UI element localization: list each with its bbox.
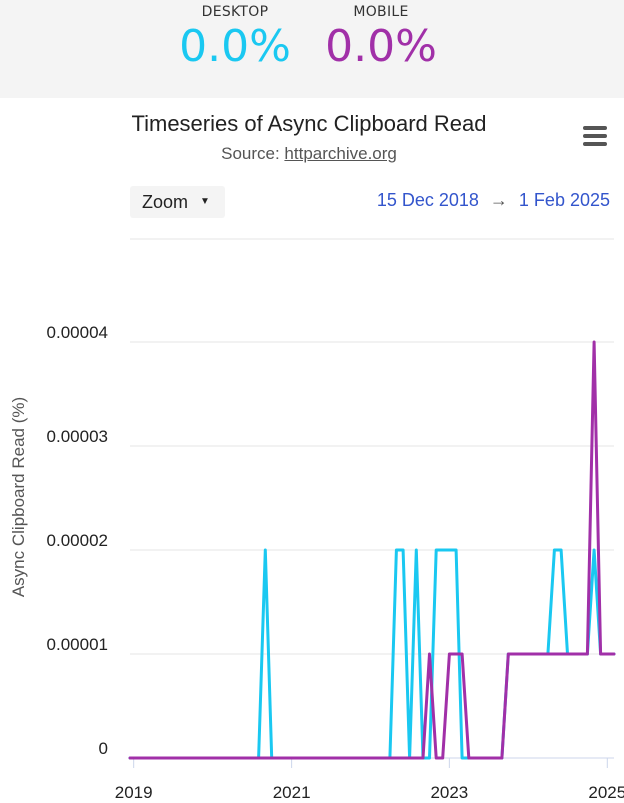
- mobile-metric: MOBILE 0.0%: [296, 0, 466, 72]
- zoom-dropdown[interactable]: Zoom ▼: [130, 186, 225, 218]
- date-range: 15 Dec 2018 → 1 Feb 2025: [340, 190, 610, 211]
- range-start[interactable]: 15 Dec 2018: [376, 190, 479, 210]
- zoom-label: Zoom: [142, 192, 189, 212]
- chart-title: Timeseries of Async Clipboard Read: [131, 111, 487, 136]
- caret-down-icon: ▼: [200, 196, 210, 207]
- source-link[interactable]: httparchive.org: [284, 144, 397, 163]
- range-arrow: →: [489, 190, 508, 210]
- y-tick-label: 0.00002: [47, 531, 108, 550]
- desktop-metric: DESKTOP 0.0%: [150, 0, 320, 72]
- series-line-mobile: [128, 340, 616, 760]
- mobile-label: MOBILE: [353, 4, 409, 20]
- desktop-label: DESKTOP: [201, 4, 269, 20]
- y-axis-title: Async Clipboard Read (%): [9, 397, 28, 597]
- desktop-value: 0.0%: [179, 21, 291, 72]
- mobile-value: 0.0%: [325, 21, 437, 72]
- y-tick-label: 0: [99, 739, 108, 758]
- x-tick-label: 2025: [588, 783, 624, 802]
- summary-panel: DESKTOP 0.0% MOBILE 0.0%: [0, 0, 624, 98]
- x-tick-label: 2021: [273, 783, 311, 802]
- y-axis-ticks: 0 0.00001 0.00002 0.00003 0.00004: [47, 323, 108, 758]
- x-tick-label: 2019: [115, 783, 153, 802]
- grid-layer: [130, 238, 614, 759]
- x-tick-label: 2023: [430, 783, 468, 802]
- y-tick-label: 0.00004: [47, 323, 108, 342]
- range-end[interactable]: 1 Feb 2025: [518, 190, 610, 210]
- chart-menu-button[interactable]: [578, 124, 612, 152]
- series-layer: [128, 340, 616, 760]
- y-tick-label: 0.00003: [47, 427, 108, 446]
- y-tick-label: 0.00001: [47, 635, 108, 654]
- subtitle-prefix: Source:: [221, 144, 285, 163]
- chart-subtitle: Source: httparchive.org: [60, 144, 558, 164]
- x-axis-ticks: 2019 2021 2023 2025: [115, 757, 624, 802]
